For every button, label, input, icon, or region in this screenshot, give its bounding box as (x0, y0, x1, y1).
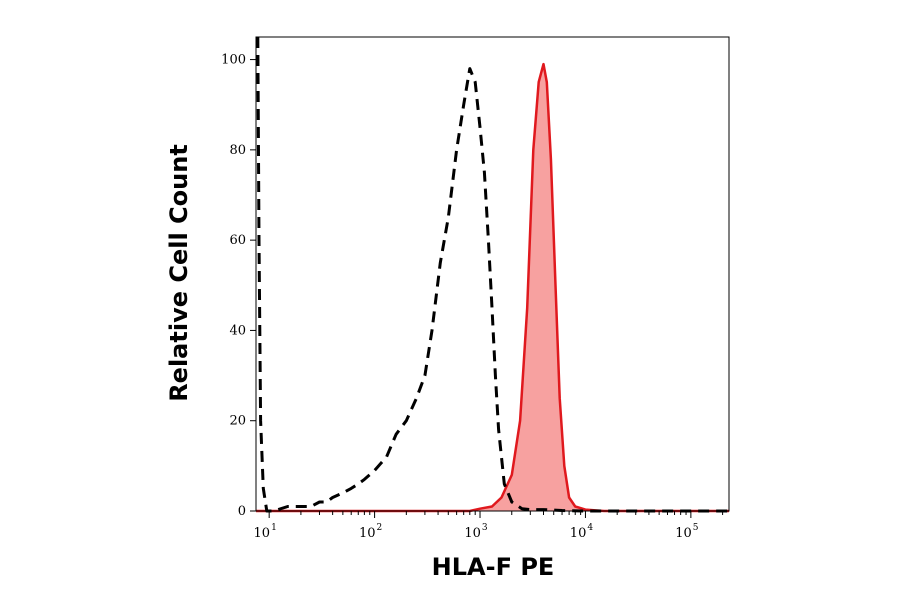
y-axis-title: Relative Cell Count (165, 144, 193, 402)
y-tick-label: 0 (238, 504, 246, 519)
y-tick-label: 80 (229, 143, 246, 158)
x-tick-label: 102 (359, 523, 382, 541)
y-tick-label: 100 (221, 53, 246, 68)
x-axis: 101 102 103 104 105 (254, 511, 724, 541)
y-tick-label: 60 (229, 233, 246, 248)
x-tick-label: 101 (254, 523, 277, 541)
y-tick-label: 20 (229, 414, 246, 429)
y-tick-label: 40 (229, 323, 246, 338)
y-axis: 0 20 40 60 80 100 (221, 53, 256, 519)
series-line-0 (256, 62, 729, 513)
x-tick-label: 103 (464, 523, 488, 541)
series-line-1 (256, 36, 729, 513)
x-tick-label: 104 (570, 523, 594, 541)
series-layer (256, 36, 729, 513)
plot-frame (255, 36, 730, 512)
x-tick-label: 105 (675, 523, 699, 541)
x-axis-title: HLA-F PE (432, 553, 555, 581)
series-area-0 (256, 64, 729, 511)
